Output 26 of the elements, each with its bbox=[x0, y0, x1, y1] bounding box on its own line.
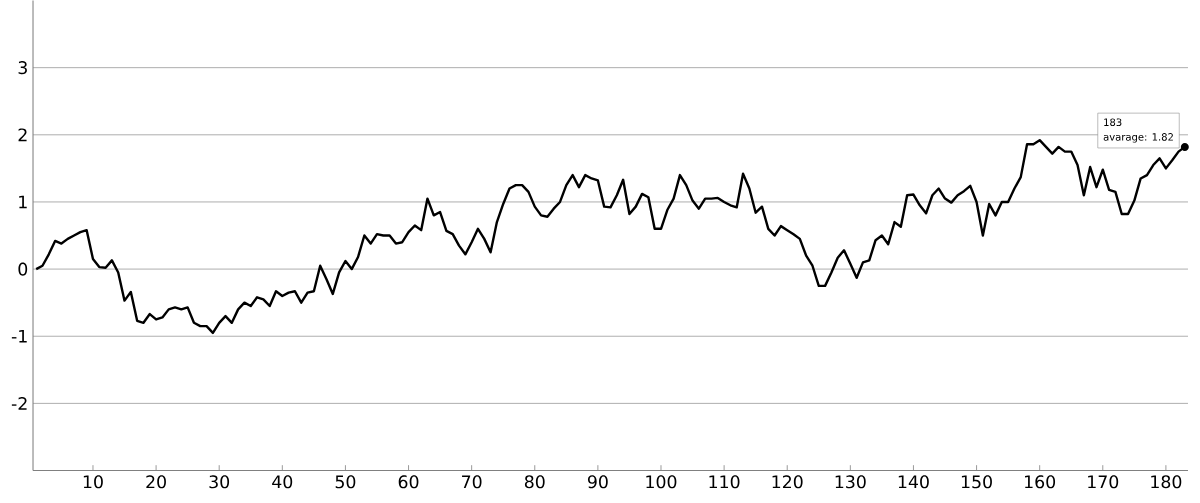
x-tick-label: 180 bbox=[1151, 475, 1182, 489]
x-tick-label: 140 bbox=[898, 475, 929, 489]
x-tick-label: 160 bbox=[1025, 475, 1056, 489]
y-tick-label: 2 bbox=[18, 128, 27, 142]
y-tick-label: -2 bbox=[11, 397, 27, 411]
annotation: 183 bbox=[1104, 118, 1122, 127]
annotation: avarage: 1.82 bbox=[1103, 133, 1173, 143]
x-tick-label: 150 bbox=[961, 475, 992, 489]
x-tick-label: 170 bbox=[1088, 475, 1119, 489]
x-tick-label: 120 bbox=[772, 475, 803, 489]
y-tick-label: -1 bbox=[11, 330, 27, 343]
y-tick-label: 1 bbox=[19, 195, 27, 209]
y-tick-label: 3 bbox=[18, 61, 27, 75]
x-tick-label: 70 bbox=[462, 475, 482, 489]
x-tick-label: 40 bbox=[272, 475, 293, 489]
x-tick-label: 20 bbox=[146, 475, 166, 489]
x-tick-label: 60 bbox=[398, 475, 419, 489]
x-tick-label: 100 bbox=[646, 475, 677, 489]
x-tick-label: 130 bbox=[835, 475, 866, 489]
x-tick-label: 30 bbox=[209, 475, 230, 489]
y-tick-label: 0 bbox=[18, 262, 28, 276]
x-tick-label: 90 bbox=[587, 475, 608, 489]
x-tick-label: 50 bbox=[335, 475, 356, 489]
x-tick-label: 110 bbox=[709, 475, 740, 489]
x-tick-label: 10 bbox=[83, 475, 103, 489]
x-tick-label: 80 bbox=[524, 475, 545, 489]
